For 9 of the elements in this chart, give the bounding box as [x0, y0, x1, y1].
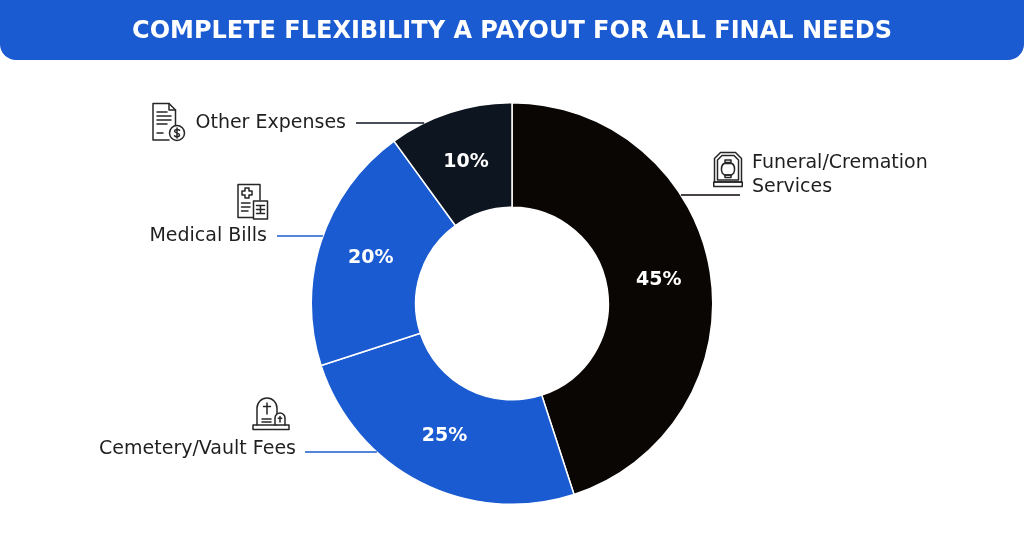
- slice-label: Cemetery/Vault Fees: [99, 435, 296, 458]
- slice-label: Funeral/Cremation Services: [752, 149, 928, 196]
- chart-title: COMPLETE FLEXIBILITY A PAYOUT FOR ALL FINAL NEEDS: [132, 16, 892, 44]
- slice-label: Other Expenses: [195, 109, 346, 132]
- data-label: 25%: [421, 422, 468, 445]
- data-label: 10%: [443, 149, 489, 172]
- data-label: 45%: [635, 267, 682, 290]
- data-label: 20%: [347, 244, 394, 267]
- slice-label: Medical Bills: [149, 222, 267, 245]
